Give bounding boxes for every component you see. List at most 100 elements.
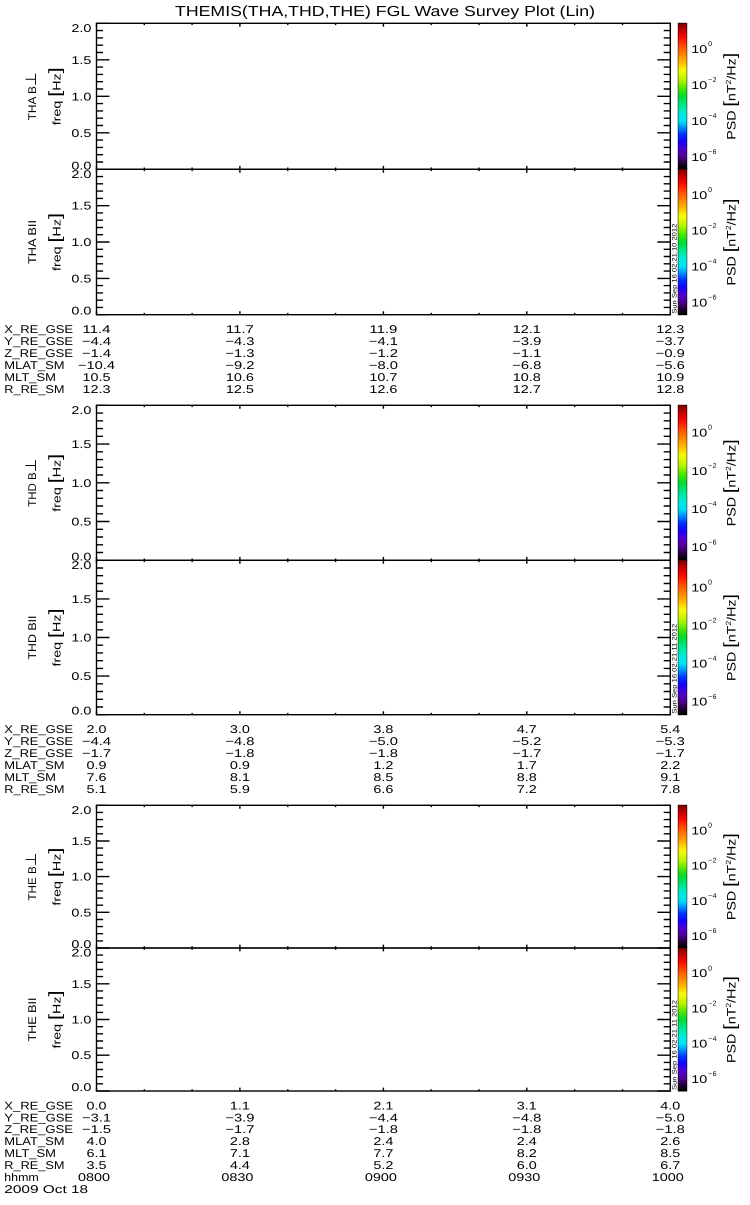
- svg-text:8.2: 8.2: [517, 1148, 537, 1160]
- svg-text:10: 10: [691, 583, 707, 595]
- svg-text:0800: 0800: [78, 1172, 110, 1184]
- svg-text:0: 0: [708, 823, 712, 830]
- svg-text:X_RE_GSE: X_RE_GSE: [4, 1100, 73, 1112]
- svg-text:−1.3: −1.3: [225, 348, 254, 360]
- svg-text:4.0: 4.0: [87, 1136, 107, 1148]
- svg-text:−2: −2: [708, 618, 717, 625]
- svg-text:1.5: 1.5: [71, 55, 91, 67]
- svg-text:−2: −2: [708, 1001, 717, 1008]
- svg-text:THE B⊥: THE B⊥: [23, 853, 40, 901]
- svg-text:−5.0: −5.0: [656, 1112, 685, 1124]
- svg-text:2.4: 2.4: [517, 1136, 537, 1148]
- svg-text:10: 10: [691, 542, 707, 554]
- svg-text:−1.7: −1.7: [656, 748, 685, 760]
- svg-text:−0.9: −0.9: [656, 348, 685, 360]
- svg-text:−2: −2: [708, 223, 717, 230]
- svg-text:10: 10: [691, 1039, 707, 1051]
- svg-text:0: 0: [708, 965, 712, 972]
- svg-text:Z_RE_GSE: Z_RE_GSE: [4, 348, 73, 360]
- svg-text:0.0: 0.0: [87, 1100, 107, 1112]
- svg-text:−1.7: −1.7: [225, 1124, 254, 1136]
- svg-text:PSD [nT2/Hz]: PSD [nT2/Hz]: [721, 199, 740, 286]
- svg-text:11.7: 11.7: [226, 324, 254, 336]
- svg-text:−2: −2: [708, 858, 717, 865]
- svg-text:10: 10: [691, 1074, 707, 1086]
- svg-text:1.5: 1.5: [71, 439, 91, 451]
- svg-text:MLT_SM: MLT_SM: [4, 372, 56, 384]
- svg-text:Y_RE_GSE: Y_RE_GSE: [4, 736, 73, 748]
- svg-text:0: 0: [708, 41, 712, 48]
- svg-text:2.0: 2.0: [71, 560, 91, 572]
- svg-text:12.6: 12.6: [369, 384, 397, 396]
- svg-text:0: 0: [708, 187, 712, 194]
- svg-text:6.1: 6.1: [87, 1148, 107, 1160]
- svg-text:5.1: 5.1: [87, 784, 107, 796]
- svg-text:THE BII: THE BII: [27, 998, 39, 1042]
- svg-text:Sun Sep 16 02:21:11 2012: Sun Sep 16 02:21:11 2012: [671, 623, 678, 713]
- svg-text:10: 10: [691, 190, 707, 202]
- svg-text:0.0: 0.0: [71, 306, 91, 318]
- svg-text:Y_RE_GSE: Y_RE_GSE: [4, 1112, 73, 1124]
- svg-text:−9.2: −9.2: [225, 360, 254, 372]
- svg-text:2.0: 2.0: [71, 405, 91, 417]
- svg-text:5.9: 5.9: [230, 784, 250, 796]
- svg-text:10: 10: [691, 1003, 707, 1015]
- svg-text:−3.1: −3.1: [82, 1112, 111, 1124]
- svg-text:X_RE_GSE: X_RE_GSE: [4, 324, 73, 336]
- svg-text:THEMIS(THA,THD,THE) FGL Wave S: THEMIS(THA,THD,THE) FGL Wave Survey Plot…: [175, 4, 595, 20]
- svg-text:−4.4: −4.4: [82, 736, 111, 748]
- svg-text:−4: −4: [708, 259, 717, 266]
- svg-text:−4.3: −4.3: [225, 336, 254, 348]
- svg-text:Z_RE_GSE: Z_RE_GSE: [4, 1124, 73, 1136]
- svg-text:2.8: 2.8: [230, 1136, 250, 1148]
- svg-text:10: 10: [691, 428, 707, 440]
- svg-text:1000: 1000: [652, 1172, 684, 1184]
- svg-text:0.0: 0.0: [71, 706, 91, 718]
- svg-text:0830: 0830: [221, 1172, 253, 1184]
- svg-text:Y_RE_GSE: Y_RE_GSE: [4, 336, 73, 348]
- svg-text:−1.7: −1.7: [82, 748, 111, 760]
- svg-text:−6.8: −6.8: [512, 360, 541, 372]
- svg-text:11.9: 11.9: [369, 324, 397, 336]
- svg-text:−4.1: −4.1: [369, 336, 398, 348]
- svg-text:10: 10: [691, 466, 707, 478]
- svg-text:10: 10: [691, 659, 707, 671]
- svg-text:1.0: 1.0: [71, 91, 91, 103]
- svg-text:−1.8: −1.8: [369, 1124, 398, 1136]
- svg-text:−6: −6: [708, 694, 717, 701]
- svg-text:−4: −4: [708, 893, 717, 900]
- svg-text:THA B⊥: THA B⊥: [23, 72, 40, 120]
- svg-text:−5.6: −5.6: [656, 360, 685, 372]
- svg-text:3.5: 3.5: [87, 1160, 107, 1172]
- svg-text:0.5: 0.5: [71, 273, 91, 285]
- svg-text:1.5: 1.5: [71, 594, 91, 606]
- svg-text:THD B⊥: THD B⊥: [23, 459, 40, 507]
- svg-text:X_RE_GSE: X_RE_GSE: [4, 724, 73, 736]
- svg-text:10.7: 10.7: [369, 372, 397, 384]
- svg-text:10: 10: [691, 931, 707, 943]
- svg-text:10.9: 10.9: [656, 372, 684, 384]
- svg-text:Sun Sep 16 02:21:10 2012: Sun Sep 16 02:21:10 2012: [671, 223, 678, 313]
- svg-text:10: 10: [691, 896, 707, 908]
- svg-text:−1.2: −1.2: [369, 348, 398, 360]
- svg-text:1.0: 1.0: [71, 872, 91, 884]
- svg-text:−1.1: −1.1: [512, 348, 541, 360]
- svg-text:0.0: 0.0: [71, 939, 91, 951]
- svg-text:12.5: 12.5: [226, 384, 254, 396]
- svg-text:Z_RE_GSE: Z_RE_GSE: [4, 748, 73, 760]
- svg-text:−3.7: −3.7: [656, 336, 685, 348]
- svg-text:2.0: 2.0: [71, 805, 91, 817]
- svg-text:8.8: 8.8: [517, 772, 537, 784]
- svg-text:−6: −6: [708, 295, 717, 302]
- svg-text:3.0: 3.0: [230, 724, 250, 736]
- svg-text:3.1: 3.1: [517, 1100, 537, 1112]
- svg-text:0.9: 0.9: [230, 760, 250, 772]
- svg-text:−10.4: −10.4: [78, 360, 115, 372]
- svg-text:1.5: 1.5: [71, 836, 91, 848]
- svg-text:−1.8: −1.8: [369, 748, 398, 760]
- svg-text:2.0: 2.0: [71, 23, 91, 35]
- svg-text:−1.8: −1.8: [512, 1124, 541, 1136]
- svg-text:hhmm: hhmm: [4, 1172, 38, 1184]
- svg-text:10.5: 10.5: [83, 372, 111, 384]
- svg-text:−4.4: −4.4: [82, 336, 111, 348]
